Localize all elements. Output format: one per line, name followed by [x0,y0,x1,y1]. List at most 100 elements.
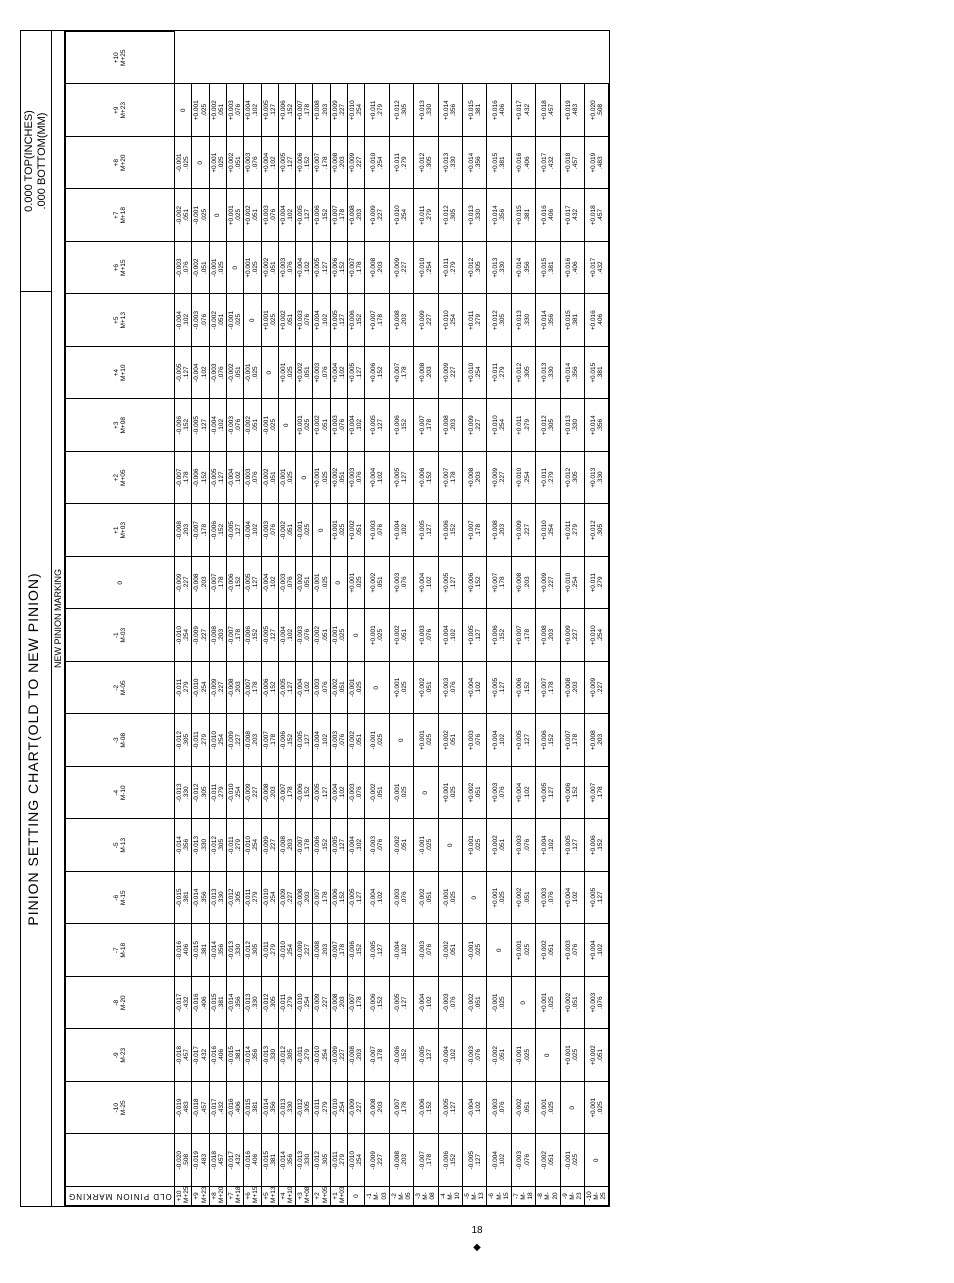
data-cell: -0.004.102 [414,977,438,1030]
data-cell: -0.010.254 [261,872,278,925]
data-cell: -0.015.381 [209,977,226,1030]
data-cell: -0.001.025 [209,242,226,295]
data-cell: +0.003.076 [389,557,413,610]
data-cell: +0.010.254 [389,189,413,242]
data-cell: -0.005.127 [209,452,226,505]
data-cell: +0.008.203 [414,347,438,400]
data-cell: -0.009.227 [365,1134,389,1187]
data-cell: +0.007.178 [389,347,413,400]
row-header: +7M+18 [227,1187,244,1206]
data-cell: -0.006.152 [313,819,330,872]
row-header: -5M-13 [462,1187,486,1206]
data-cell: -0.001.025 [330,609,347,662]
data-cell: -0.008.203 [209,609,226,662]
data-cell: -0.005.127 [313,767,330,820]
table-row: -1M-03-0.009.227-0.008.203-0.007.178-0.0… [365,32,389,1206]
data-cell: +0.013.330 [536,347,560,400]
data-cell: +0.006.152 [414,452,438,505]
table-row: +10M+25-0.020.508-0.019.483-0.018.457-0.… [175,32,192,1206]
data-cell: +0.007.178 [296,84,313,137]
data-cell: -0.005.127 [175,347,192,400]
data-cell: +0.018.457 [536,84,560,137]
data-cell: -0.011.279 [244,872,261,925]
data-cell: -0.002.051 [244,399,261,452]
data-cell: -0.006.152 [209,504,226,557]
data-cell: -0.002.051 [389,819,413,872]
data-cell: +0.002.051 [330,452,347,505]
data-cell: +0.005.127 [560,819,584,872]
data-cell: -0.004.102 [209,399,226,452]
data-cell: 0 [192,137,209,190]
col-header: +8M+20 [66,137,175,190]
data-cell: +0.001.025 [227,189,244,242]
data-cell: +0.001.025 [330,504,347,557]
data-cell: -0.003.076 [365,819,389,872]
data-cell: +0.010.254 [511,452,535,505]
data-cell: -0.001.025 [438,872,462,925]
data-cell: +0.011.279 [462,294,486,347]
data-cell: +0.002.051 [296,347,313,400]
data-cell: -0.001.025 [227,294,244,347]
data-cell: +0.001.025 [244,242,261,295]
data-cell: -0.002.051 [347,714,364,767]
data-cell: -0.008.203 [296,872,313,925]
row-header: -7M-18 [511,1187,535,1206]
col-header: +7M+18 [66,189,175,242]
data-cell: +0.001.025 [487,872,511,925]
data-cell: +0.009.227 [462,399,486,452]
col-header: +6M+15 [66,242,175,295]
data-cell: +0.007.178 [313,137,330,190]
data-cell: +0.005.127 [511,714,535,767]
col-header: -9M-23 [66,1029,175,1082]
table-row: -4M-10-0.006.152-0.005.127-0.004.102-0.0… [438,32,462,1206]
data-cell: -0.011.279 [175,662,192,715]
data-cell: +0.003.076 [414,609,438,662]
data-cell: -0.007.178 [347,977,364,1030]
data-cell: -0.001.025 [560,1134,584,1187]
data-cell: -0.001.025 [278,452,295,505]
data-cell: +0.003.076 [261,189,278,242]
diamond-icon: ◆ [20,1242,934,1253]
data-cell: +0.009.227 [347,137,364,190]
data-cell: -0.006.152 [414,1082,438,1135]
data-cell: -0.009.227 [330,1029,347,1082]
data-cell: +0.005.127 [365,399,389,452]
data-cell: -0.004.102 [389,924,413,977]
data-cell: -0.003.076 [261,504,278,557]
data-cell: +0.009.227 [511,504,535,557]
data-cell: 0 [330,557,347,610]
data-cell: +0.006.152 [296,137,313,190]
row-header: -1M-03 [365,1187,389,1206]
data-cell: -0.008.203 [313,924,330,977]
data-cell: -0.011.279 [261,924,278,977]
row-header: -9M-23 [560,1187,584,1206]
data-cell: +0.013.330 [585,452,609,505]
data-cell: +0.006.152 [536,714,560,767]
data-cell: -0.005.127 [192,399,209,452]
data-cell: +0.006.152 [365,347,389,400]
data-cell: +0.009.227 [365,189,389,242]
data-cell: -0.003.076 [192,294,209,347]
data-cell: -0.005.127 [438,1082,462,1135]
data-cell: +0.016.406 [585,294,609,347]
row-header: +6M+15 [244,1187,261,1206]
data-cell: -0.003.076 [244,452,261,505]
table-row: +3M+08-0.013.330-0.012.305-0.011.279-0.0… [296,32,313,1206]
row-header: +3M+08 [296,1187,313,1206]
col-header: +5M+13 [66,294,175,347]
data-cell: +0.016.406 [487,84,511,137]
data-cell: +0.014.356 [462,137,486,190]
data-cell: +0.001.025 [296,399,313,452]
data-cell: -0.015.381 [261,1134,278,1187]
data-cell: -0.010.254 [313,1029,330,1082]
data-cell: -0.005.127 [261,609,278,662]
data-cell: +0.001.025 [261,294,278,347]
data-cell: -0.013.330 [227,924,244,977]
data-cell: -0.003.076 [347,767,364,820]
data-cell: +0.004.102 [462,662,486,715]
data-cell: -0.016.406 [227,1082,244,1135]
data-cell: -0.002.051 [330,662,347,715]
data-cell: +0.005.127 [414,504,438,557]
table-row: +9M+23-0.019.483-0.018.457-0.017.432-0.0… [192,32,209,1206]
data-cell: +0.008.203 [389,294,413,347]
